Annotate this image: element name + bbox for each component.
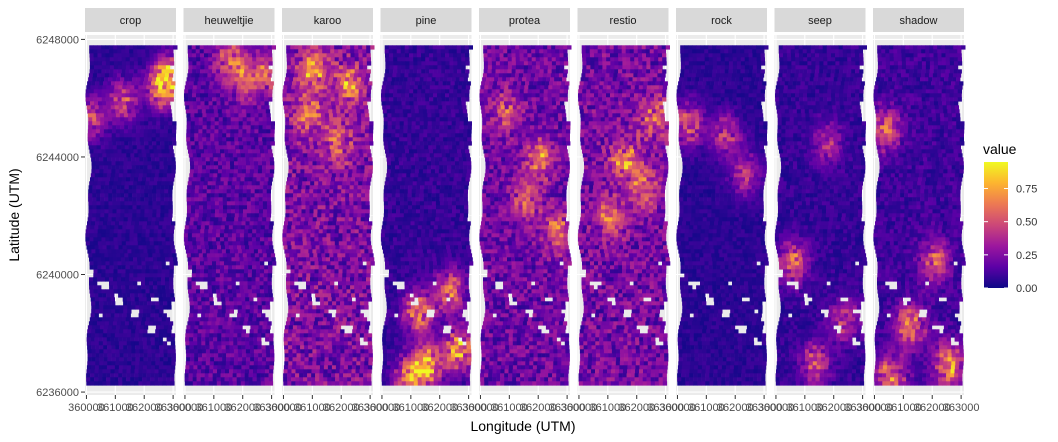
raster-shadow [873,45,966,386]
legend-tick-label: 0.75 [1016,184,1037,196]
x-tick-label: 363000 [647,402,684,414]
facet-strip [183,8,275,32]
x-tick-label: 361000 [294,402,331,414]
x-tick-label: 362000 [914,402,951,414]
x-tick-label: 360000 [167,402,204,414]
y-tick-label: 6244000 [36,152,79,164]
x-tick-label: 363000 [943,402,980,414]
raster-heuweltjie [183,45,277,386]
facet-panels: crop heuweltjie karoo pine protea restio rock s… [85,8,966,395]
x-axis-label: Longitude (UTM) [470,418,575,434]
facet-panel-karoo: karoo [282,8,375,395]
facet-panel-shadow: shadow [873,8,966,395]
x-tick-label: 361000 [589,402,626,414]
x-tick-label: 360000 [462,402,499,414]
facet-strip [676,8,767,32]
legend-title: value [983,141,1017,157]
legend-colorbar [984,162,1008,288]
x-tick-label: 360000 [561,402,598,414]
x-tick-label: 362000 [520,402,557,414]
legend-tick-label: 0.25 [1016,250,1037,262]
x-tick-label: 362000 [717,402,754,414]
raster-pine [380,45,474,386]
facet-panel-protea: protea [479,8,572,395]
y-tick-label: 6240000 [36,270,79,282]
x-tick-label: 360000 [265,402,302,414]
x-tick-label: 361000 [885,402,922,414]
raster-restio [577,45,671,386]
facet-label: restio [610,15,637,27]
facet-label: seep [808,15,832,27]
x-axis: 3600003610003620003630003600003610003620… [68,395,979,414]
x-tick-label: 360000 [68,402,105,414]
x-tick-label: 362000 [421,402,458,414]
x-tick-label: 361000 [688,402,725,414]
x-tick-label: 360000 [364,402,401,414]
x-tick-label: 362000 [618,402,655,414]
x-tick-label: 363000 [844,402,881,414]
facet-panel-seep: seep [774,8,868,395]
x-tick-label: 361000 [195,402,232,414]
facet-strip [85,8,176,32]
facet-strip [380,8,472,32]
facet-panel-restio: restio [577,8,671,395]
facet-label: pine [416,15,437,27]
raster-protea [479,45,572,386]
raster-seep [774,45,868,386]
legend: value 0.00 0.25 0.50 0.75 [983,141,1037,295]
y-tick-label: 6248000 [36,34,79,46]
raster-crop [85,45,178,386]
x-tick-label: 362000 [126,402,163,414]
facet-label: heuweltjie [205,15,254,27]
facet-strip [774,8,866,32]
x-tick-label: 360000 [659,402,696,414]
facet-strip [577,8,669,32]
y-tick-label: 6236000 [36,387,79,399]
x-tick-label: 360000 [856,402,893,414]
y-axis-label: Latitude (UTM) [6,168,22,261]
x-tick-label: 361000 [97,402,134,414]
facet-label: karoo [314,15,342,27]
facet-panel-heuweltjie: heuweltjie [183,8,277,395]
facet-label: crop [120,15,141,27]
x-tick-label: 360000 [758,402,795,414]
facet-label: protea [509,15,541,27]
raster-karoo [282,45,375,386]
x-tick-label: 363000 [253,402,290,414]
legend-tick-label: 0.00 [1016,283,1037,295]
x-tick-label: 363000 [746,402,783,414]
facet-panel-crop: crop [85,8,178,395]
facet-strip [873,8,964,32]
legend-tick-label: 0.50 [1016,217,1037,229]
x-tick-label: 361000 [786,402,823,414]
x-tick-label: 362000 [815,402,852,414]
x-tick-label: 363000 [352,402,389,414]
x-tick-label: 362000 [224,402,261,414]
facet-panel-rock: rock [676,8,769,395]
x-tick-label: 362000 [323,402,360,414]
x-tick-label: 361000 [392,402,429,414]
raster-rock [676,45,769,386]
x-tick-label: 361000 [491,402,528,414]
facet-panel-pine: pine [380,8,474,395]
x-tick-label: 363000 [549,402,586,414]
facet-label: shadow [900,15,938,27]
x-tick-label: 363000 [450,402,487,414]
y-axis: 6236000 6240000 6244000 6248000 [36,34,85,399]
x-tick-label: 363000 [155,402,192,414]
facet-strip [479,8,570,32]
facet-strip [282,8,373,32]
facet-label: rock [711,15,732,27]
